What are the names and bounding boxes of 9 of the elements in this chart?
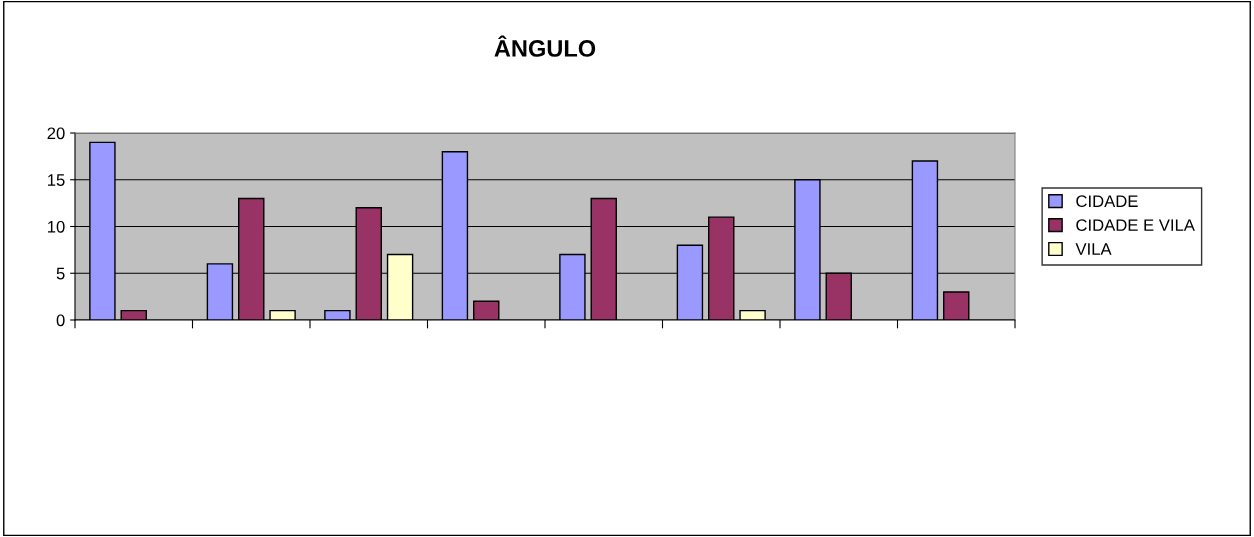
y-tick-label: 15 — [48, 174, 65, 186]
legend-label: CIDADE — [1076, 195, 1138, 208]
chart-title: ÂNGULO — [494, 35, 596, 57]
y-tick-label: 20 — [47, 127, 65, 140]
y-tick-label: 10 — [48, 220, 65, 233]
y-tick-label: 0 — [56, 314, 65, 327]
y-tick-label: 5 — [56, 267, 65, 280]
legend-label: VILA — [1075, 243, 1112, 255]
legend-label: CIDADE E VILA — [1076, 219, 1195, 232]
